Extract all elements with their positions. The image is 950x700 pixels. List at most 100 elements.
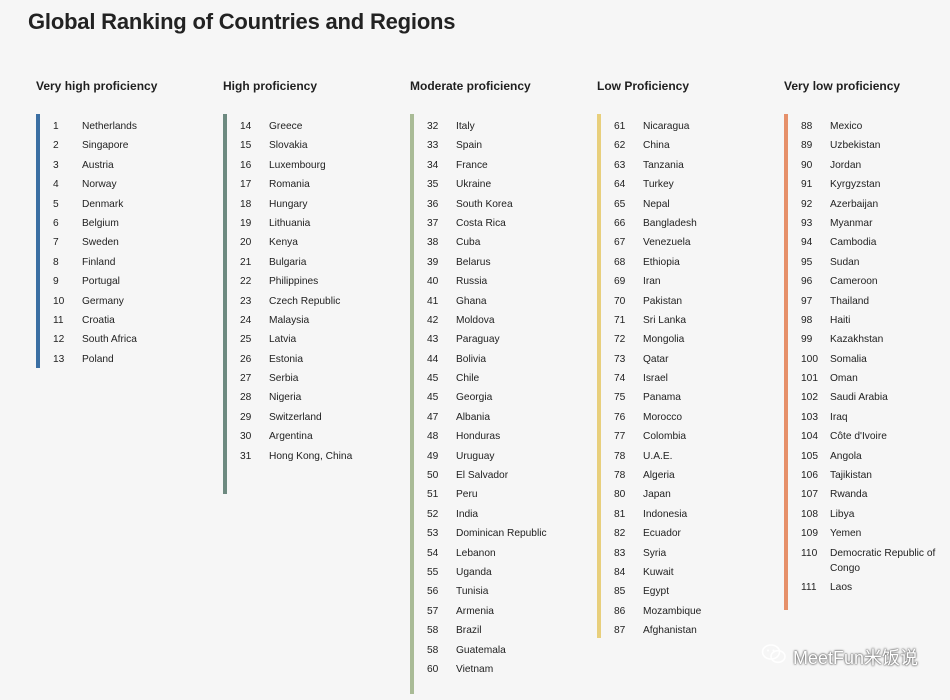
rank-number: 32 [427, 121, 439, 132]
country-name: Democratic Republic of Congo [830, 547, 936, 574]
country-name: Nepal [643, 198, 670, 210]
country-name: Azerbaijan [830, 198, 879, 210]
country-row: 64 Turkey [597, 177, 777, 192]
country-name: Luxembourg [269, 159, 326, 171]
rank-number: 78 [614, 450, 626, 462]
rank-number: 4 [53, 179, 59, 191]
country-name: Kenya [269, 237, 298, 249]
country-row: 17 Romania [223, 177, 403, 192]
country-name: Bolivia [456, 353, 487, 365]
country-row: 89 Uzbekistan [784, 138, 950, 153]
country-row: 1 Netherlands [36, 119, 216, 134]
country-row: 58 Brazil [410, 623, 590, 638]
rank-number: 47 [427, 411, 439, 423]
country-row: 105 Angola [784, 449, 950, 464]
proficiency-bar [784, 114, 788, 610]
country-row: 29 Switzerland [223, 410, 403, 425]
rank-number: 2 [53, 140, 59, 152]
country-name: Ghana [456, 295, 487, 307]
country-row: 13 Poland [36, 352, 216, 367]
country-row: 8 Finland [36, 255, 216, 270]
country-row: 108 Libya [784, 507, 950, 522]
country-name: Croatia [82, 314, 115, 326]
country-name: Czech Republic [269, 295, 341, 307]
rank-number: 68 [614, 256, 626, 268]
country-row: 83 Syria [597, 546, 777, 561]
country-name: Ukraine [456, 179, 492, 191]
country-name: Chile [456, 373, 480, 385]
country-name: Ethiopia [643, 256, 680, 268]
country-name: Belgium [82, 217, 119, 229]
country-name: Nicaragua [643, 121, 690, 132]
rank-number: 55 [427, 566, 439, 578]
country-row: 82 Ecuador [597, 526, 777, 541]
country-name: Sri Lanka [643, 314, 687, 326]
country-name: Mexico [830, 121, 863, 132]
rank-number: 10 [53, 295, 65, 307]
proficiency-bar [36, 114, 40, 368]
country-row: 41 Ghana [410, 294, 590, 309]
country-name: Haiti [830, 314, 851, 326]
country-name: Austria [82, 159, 114, 171]
country-name: Cuba [456, 237, 481, 249]
country-row: 88 Mexico [784, 119, 950, 134]
country-row: 85 Egypt [597, 584, 777, 599]
country-row: 40 Russia [410, 274, 590, 289]
country-row: 81 Indonesia [597, 507, 777, 522]
country-name: Latvia [269, 334, 297, 346]
country-name: Argentina [269, 431, 313, 443]
rank-number: 88 [801, 121, 813, 132]
rank-number: 48 [427, 431, 439, 443]
country-name: Poland [82, 353, 114, 365]
country-name: Belarus [456, 256, 491, 268]
country-row: 7 Sweden [36, 235, 216, 250]
country-name: Afghanistan [643, 625, 697, 637]
country-row: 38 Cuba [410, 235, 590, 250]
country-name: Panama [643, 392, 681, 404]
rank-number: 70 [614, 295, 626, 307]
country-row: 103 Iraq [784, 410, 950, 425]
rank-number: 25 [240, 334, 252, 346]
country-row: 39 Belarus [410, 255, 590, 270]
rank-number: 44 [427, 353, 439, 365]
rank-number: 9 [53, 276, 59, 288]
rank-number: 19 [240, 217, 252, 229]
country-name: Nigeria [269, 392, 302, 404]
country-name: Switzerland [269, 411, 322, 423]
country-name: Honduras [456, 431, 501, 443]
country-row: 47 Albania [410, 410, 590, 425]
rank-number: 94 [801, 237, 813, 249]
country-name: Cameroon [830, 276, 878, 288]
country-row: 49 Uruguay [410, 449, 590, 464]
country-name: Lithuania [269, 217, 311, 229]
country-row: 109 Yemen [784, 526, 950, 541]
rank-number: 17 [240, 179, 252, 191]
country-name: Serbia [269, 373, 299, 385]
country-name: El Salvador [456, 470, 509, 482]
country-row: 68 Ethiopia [597, 255, 777, 270]
rank-number: 82 [614, 528, 626, 540]
rank-number: 18 [240, 198, 252, 210]
country-row: 22 Philippines [223, 274, 403, 289]
watermark-text: MeetFun米饭说 [792, 647, 918, 668]
country-name: Egypt [643, 586, 670, 598]
country-name: Estonia [269, 353, 303, 365]
country-name: Albania [456, 411, 490, 423]
country-name: Slovakia [269, 140, 308, 152]
country-row: 6 Belgium [36, 216, 216, 231]
country-row: 32 Italy [410, 119, 590, 134]
country-row: 70 Pakistan [597, 294, 777, 309]
country-name: Iran [643, 276, 661, 288]
rank-number: 45 [427, 373, 439, 385]
country-row: 72 Mongolia [597, 332, 777, 347]
rank-number: 107 [801, 489, 818, 501]
rank-number: 39 [427, 256, 439, 268]
country-name: Lebanon [456, 547, 496, 559]
country-name: Kuwait [643, 566, 674, 578]
country-list: 14 Greece 15 Slovakia 16 Luxembourg 17 Romania 1… [223, 119, 403, 468]
rank-number: 54 [427, 547, 439, 559]
country-name: Germany [82, 295, 124, 307]
country-row: 42 Moldova [410, 313, 590, 328]
rank-number: 43 [427, 334, 439, 346]
country-name: Norway [82, 179, 117, 191]
